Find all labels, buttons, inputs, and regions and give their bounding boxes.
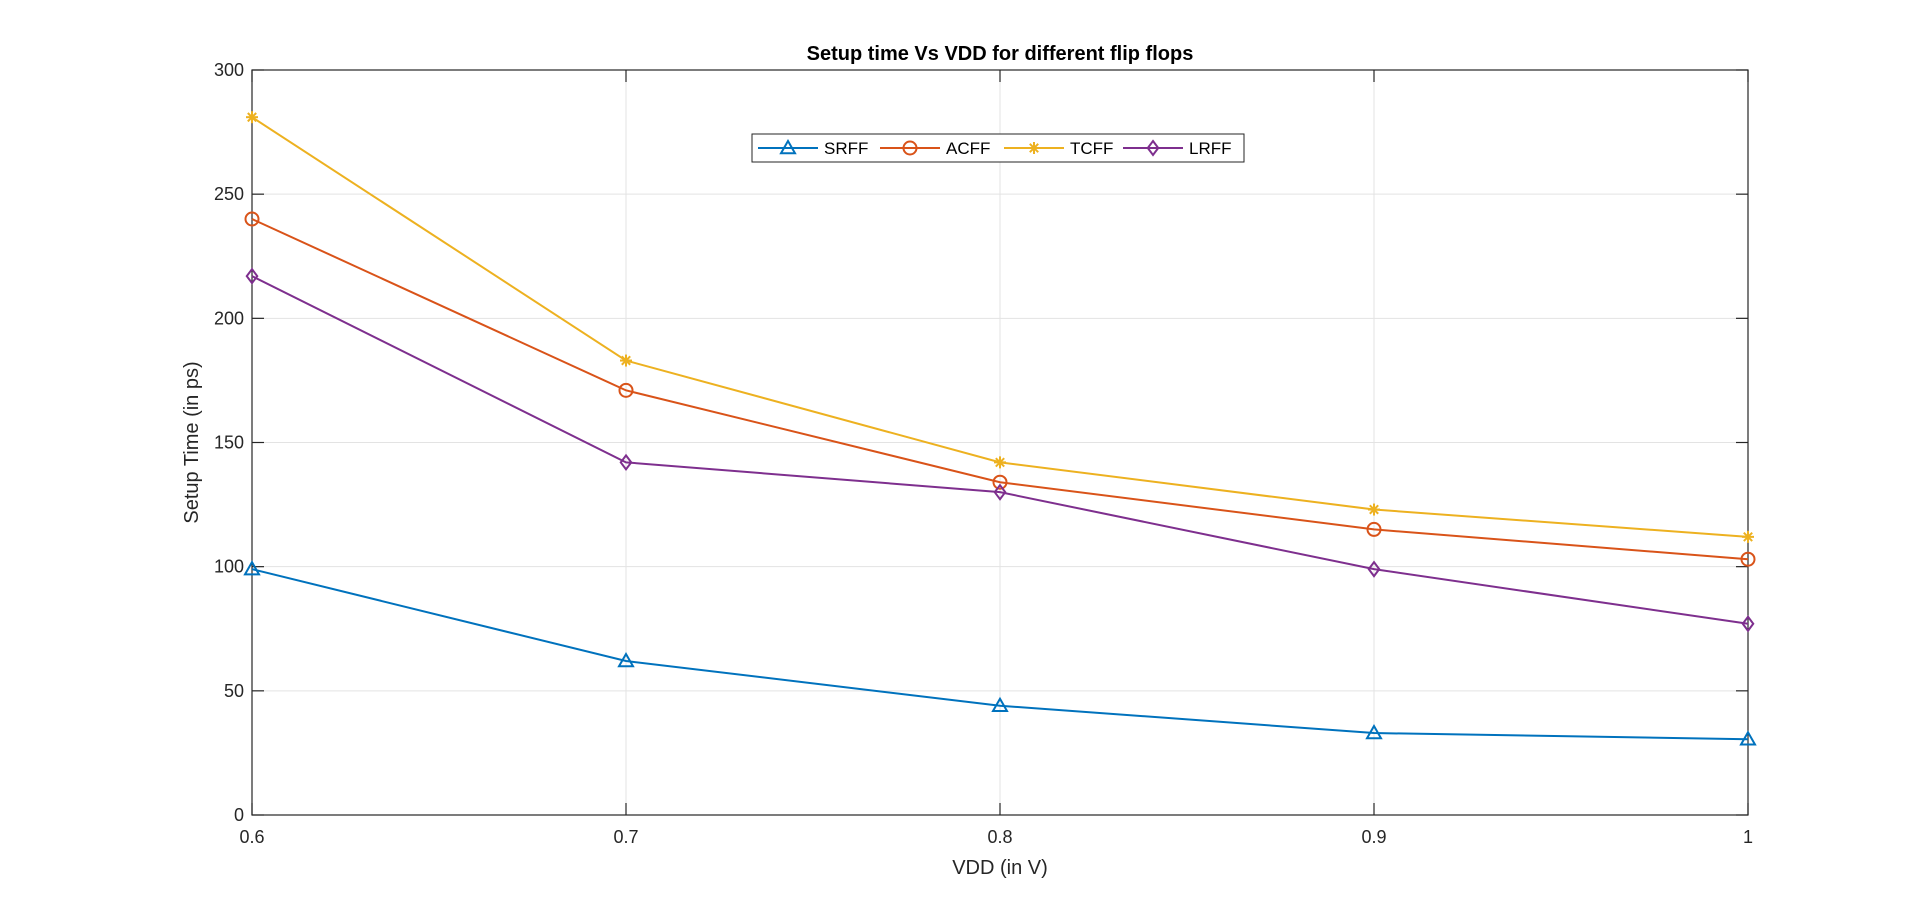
data-point-lrff bbox=[1741, 615, 1755, 633]
data-point-acff bbox=[244, 211, 260, 227]
data-point-acff bbox=[992, 474, 1008, 490]
series-lines bbox=[243, 111, 1757, 746]
plot-box bbox=[251, 69, 1749, 816]
data-point-acff bbox=[618, 382, 634, 398]
grid bbox=[252, 70, 1748, 815]
legend-entry-acff: ACFF bbox=[880, 139, 990, 158]
data-point-acff bbox=[1366, 521, 1382, 537]
legend-label-srff: SRFF bbox=[824, 139, 868, 158]
legend-entry-srff: SRFF bbox=[758, 138, 868, 158]
data-point-tcff bbox=[1368, 503, 1380, 516]
data-point-srff bbox=[991, 696, 1009, 712]
legend-label-tcff: TCFF bbox=[1070, 139, 1113, 158]
series-line-lrff bbox=[251, 275, 1749, 625]
y-tick-label: 250 bbox=[214, 184, 244, 204]
y-axis-title: Setup Time (in ps) bbox=[181, 361, 203, 523]
axes: 0.6 0.7 0.8 0.9 1 0 50 100 150 200 250 300 bbox=[214, 60, 1753, 847]
data-point-lrff bbox=[245, 267, 259, 285]
series-srff bbox=[243, 560, 1757, 746]
x-tick-label: 0.7 bbox=[613, 827, 638, 847]
legend-entry-tcff: TCFF bbox=[1004, 139, 1113, 158]
x-tick-label: 0.8 bbox=[987, 827, 1012, 847]
legend-label-acff: ACFF bbox=[946, 139, 990, 158]
legend-marker-tcff bbox=[1028, 142, 1040, 154]
data-point-tcff bbox=[620, 354, 632, 367]
data-point-srff bbox=[243, 560, 261, 576]
legend-marker-acff bbox=[902, 140, 918, 156]
data-point-acff bbox=[1740, 551, 1756, 567]
x-axis-title: VDD (in V) bbox=[952, 857, 1048, 879]
x-tick-label: 0.9 bbox=[1361, 827, 1386, 847]
y-tick-label: 300 bbox=[214, 60, 244, 80]
data-point-tcff bbox=[246, 111, 258, 124]
data-point-srff bbox=[1739, 730, 1757, 746]
legend-label-lrff: LRFF bbox=[1189, 139, 1232, 158]
data-point-srff bbox=[617, 652, 635, 668]
series-lrff bbox=[245, 267, 1755, 633]
data-point-lrff bbox=[1367, 560, 1381, 578]
y-tick-label: 100 bbox=[214, 557, 244, 577]
series-acff bbox=[244, 211, 1756, 567]
y-tick-label: 50 bbox=[224, 681, 244, 701]
legend-entry-lrff: LRFF bbox=[1123, 139, 1232, 158]
data-point-lrff bbox=[619, 453, 633, 472]
legend-marker-lrff bbox=[1146, 139, 1160, 157]
data-point-srff bbox=[1365, 724, 1383, 740]
data-point-lrff bbox=[993, 483, 1007, 501]
series-tcff bbox=[246, 111, 1754, 543]
x-tick-label: 1 bbox=[1743, 827, 1753, 847]
y-tick-label: 150 bbox=[214, 433, 244, 453]
y-tick-label: 0 bbox=[234, 805, 244, 825]
chart-title: Setup time Vs VDD for different flip flo… bbox=[807, 43, 1194, 65]
series-line-srff bbox=[251, 568, 1749, 741]
x-tick-label: 0.6 bbox=[239, 827, 264, 847]
data-point-tcff bbox=[994, 456, 1006, 469]
data-point-tcff bbox=[1742, 530, 1754, 543]
series-line-acff bbox=[251, 218, 1749, 561]
legend: SRFF ACFF TCFF LRFF bbox=[751, 133, 1245, 163]
y-tick-label: 200 bbox=[214, 308, 244, 328]
legend-marker-srff bbox=[779, 138, 797, 155]
